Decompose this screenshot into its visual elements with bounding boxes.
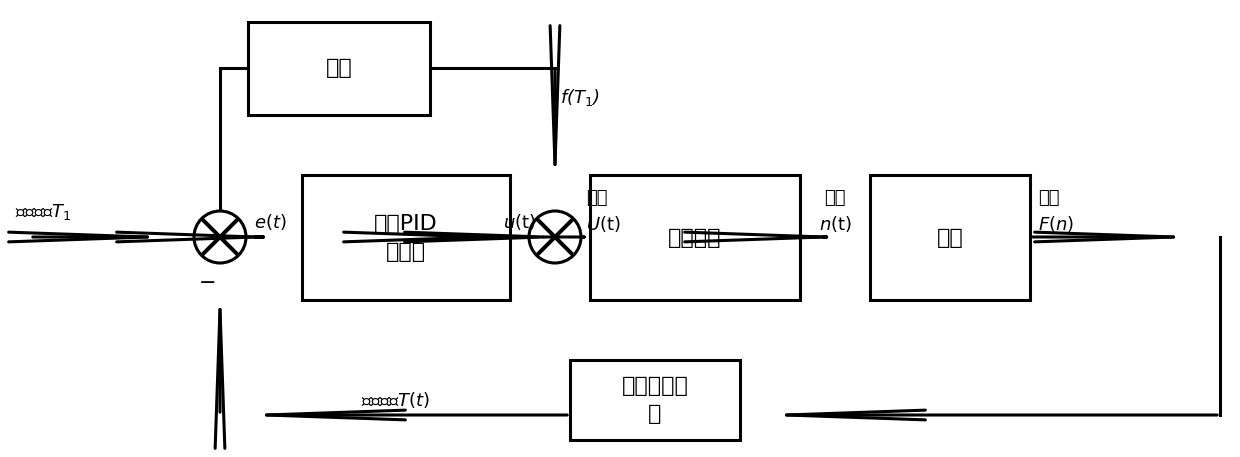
Text: 电压: 电压 [587,189,608,207]
Bar [303,175,510,300]
Text: $e(t)$: $e(t)$ [254,212,286,232]
Bar [570,360,740,440]
Text: 前馈: 前馈 [326,58,352,79]
Text: $u$(t): $u$(t) [502,212,536,232]
Text: 水泵: 水泵 [936,228,963,248]
Text: $-$: $-$ [197,271,215,291]
Text: 转速: 转速 [825,189,846,207]
Bar [248,22,430,115]
Bar [590,175,800,300]
Bar [870,175,1030,300]
Circle shape [529,211,582,263]
Text: 实际温度$T$($t$): 实际温度$T$($t$) [361,390,429,410]
Text: 电池管理系
统: 电池管理系 统 [621,376,688,424]
Circle shape [193,211,246,263]
Text: 目标温度$T_1$: 目标温度$T_1$ [15,202,71,222]
Text: 数字PID
控制器: 数字PID 控制器 [374,213,438,261]
Text: $n$(t): $n$(t) [818,214,852,234]
Text: $F$($n$): $F$($n$) [1038,214,1074,234]
Text: 压力: 压力 [1038,189,1059,207]
Text: $U$(t): $U$(t) [587,214,621,234]
Text: $f$($T_1$): $f$($T_1$) [560,87,600,108]
Text: 水泵电机: 水泵电机 [668,228,722,248]
